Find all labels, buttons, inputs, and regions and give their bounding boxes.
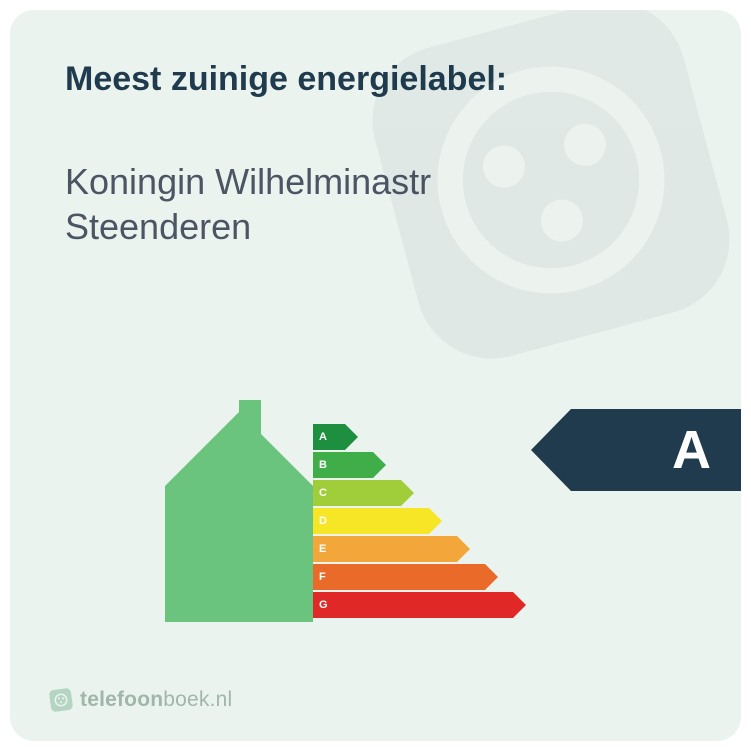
energy-label-card: Meest zuinige energielabel: Koningin Wil… xyxy=(10,10,741,741)
bar-label: B xyxy=(319,452,327,478)
footer-logo-icon xyxy=(48,687,74,713)
result-label: A xyxy=(672,409,711,491)
bar-label: F xyxy=(319,564,326,590)
background-watermark xyxy=(294,10,741,437)
footer-brand-bold: telefoon xyxy=(80,688,163,711)
bar-label: D xyxy=(319,508,327,534)
footer-brand: telefoonboek.nl xyxy=(80,688,232,712)
bar-shape xyxy=(313,480,414,506)
bar-label: C xyxy=(319,480,327,506)
bar-label: E xyxy=(319,536,326,562)
footer: telefoonboek.nl xyxy=(48,687,232,713)
result-badge: A xyxy=(531,409,741,491)
bar-shape xyxy=(313,508,442,534)
bar-shape xyxy=(313,536,470,562)
bar-shape xyxy=(313,564,498,590)
bar-label: G xyxy=(319,592,328,618)
house-icon xyxy=(165,400,315,622)
bar-label: A xyxy=(319,424,327,450)
bar-shape xyxy=(313,592,526,618)
footer-brand-rest: boek.nl xyxy=(163,688,232,711)
